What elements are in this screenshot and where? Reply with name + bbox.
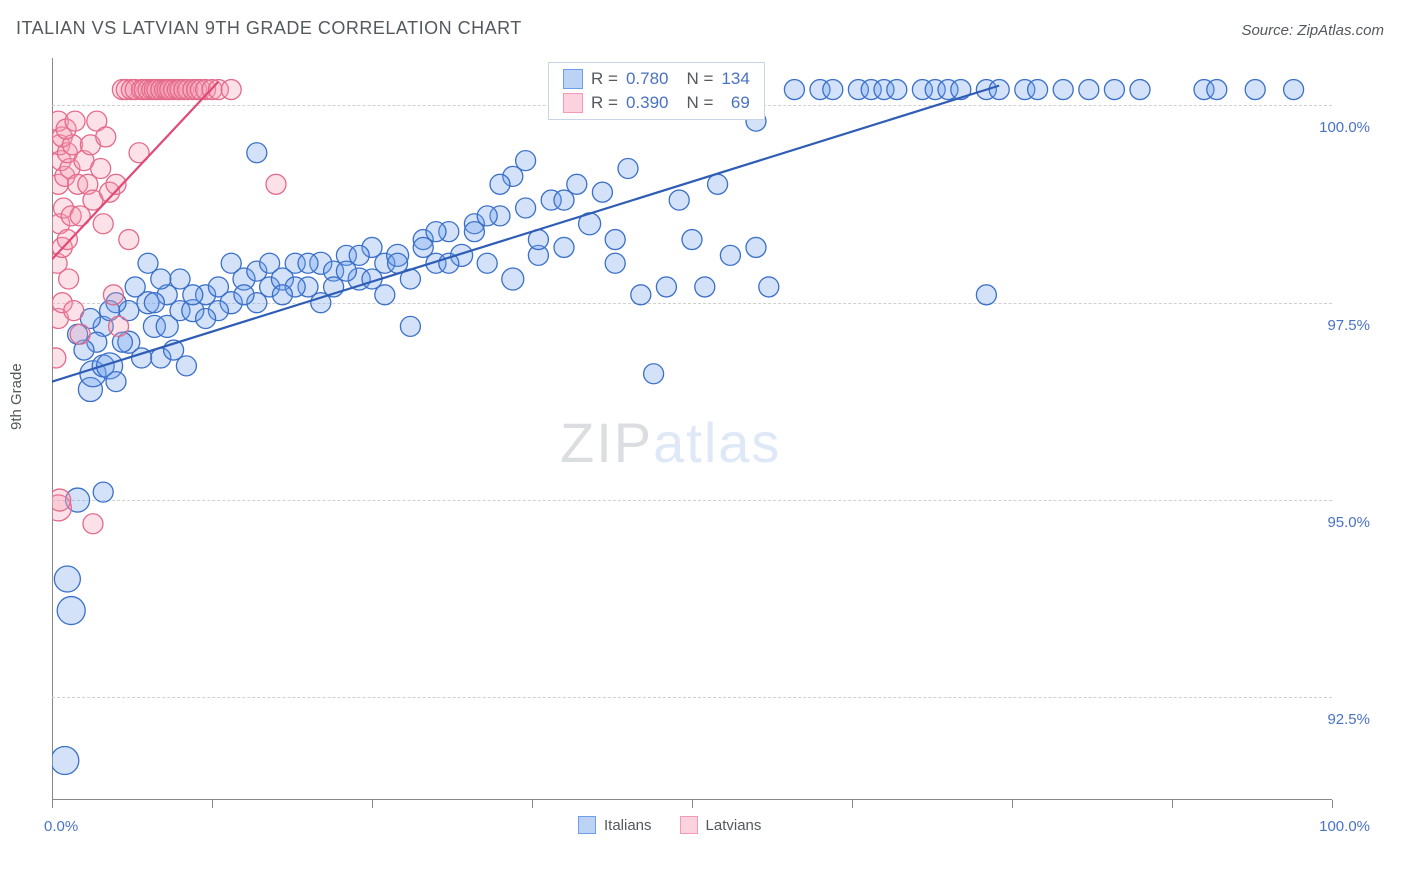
legend-item: Italians <box>578 816 652 834</box>
x-tick <box>532 800 533 808</box>
stats-r-label: R = <box>591 91 618 115</box>
stats-r-value: 0.780 <box>626 67 669 91</box>
grid-line <box>52 500 1332 501</box>
stats-n-value: 69 <box>721 91 749 115</box>
stats-r-value: 0.390 <box>626 91 669 115</box>
y-tick-label: 97.5% <box>1327 317 1370 334</box>
x-tick <box>1012 800 1013 808</box>
y-tick-label: 95.0% <box>1327 514 1370 531</box>
stats-n-label: N = <box>686 91 713 115</box>
legend-label: Latvians <box>706 817 762 834</box>
x-axis-max-label: 100.0% <box>1319 818 1370 835</box>
stats-n-value: 134 <box>721 67 749 91</box>
x-tick <box>52 800 53 808</box>
legend-swatch <box>578 816 596 834</box>
chart-title: ITALIAN VS LATVIAN 9TH GRADE CORRELATION… <box>16 18 522 39</box>
source-text: Source: ZipAtlas.com <box>1241 22 1384 39</box>
x-tick <box>372 800 373 808</box>
x-tick <box>852 800 853 808</box>
stats-row: R = 0.780 N = 134 <box>563 67 750 91</box>
legend-item: Latvians <box>680 816 762 834</box>
stats-n-label: N = <box>686 67 713 91</box>
stats-swatch <box>563 69 583 89</box>
legend-swatch <box>680 816 698 834</box>
legend-label: Italians <box>604 817 652 834</box>
y-tick-label: 100.0% <box>1319 119 1370 136</box>
stats-box: R = 0.780 N = 134 R = 0.390 N = 69 <box>548 62 765 120</box>
x-tick <box>692 800 693 808</box>
grid-line <box>52 303 1332 304</box>
grid-line <box>52 697 1332 698</box>
x-tick <box>1172 800 1173 808</box>
legend-bottom: Italians Latvians <box>578 816 761 834</box>
stats-swatch <box>563 93 583 113</box>
x-tick <box>212 800 213 808</box>
y-tick-label: 92.5% <box>1327 711 1370 728</box>
stats-r-label: R = <box>591 67 618 91</box>
chart-plot-area <box>52 58 1332 800</box>
x-axis-min-label: 0.0% <box>44 818 78 835</box>
stats-row: R = 0.390 N = 69 <box>563 91 750 115</box>
x-tick <box>1332 800 1333 808</box>
y-axis-label: 9th Grade <box>8 363 25 430</box>
